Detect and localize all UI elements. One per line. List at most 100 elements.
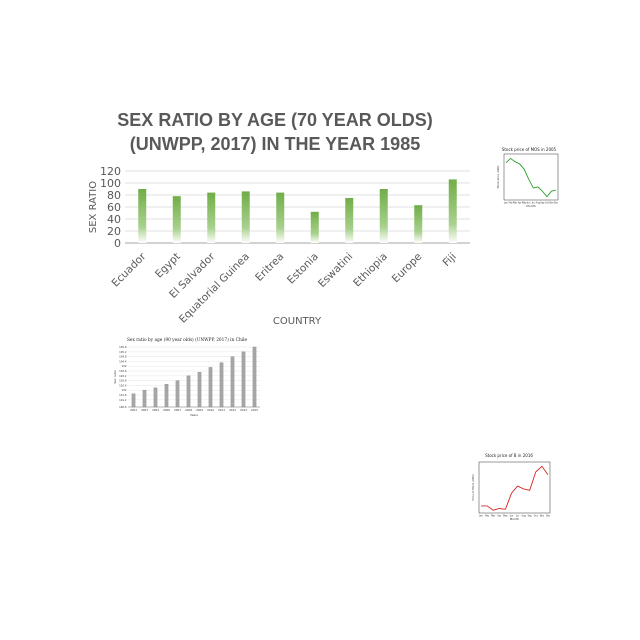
x-tick-label: May bbox=[503, 515, 508, 518]
y-tick-label: 80 bbox=[107, 189, 121, 202]
bar-2011 bbox=[219, 362, 224, 408]
x-tick-label: 2011 bbox=[218, 408, 225, 412]
y-tick-label: 120 bbox=[100, 165, 121, 178]
bar-ethiopia bbox=[379, 189, 388, 243]
main-chart-title-line-2: (UNWPP, 2017) IN THE YEAR 1985 bbox=[129, 134, 421, 154]
x-tick-label: Oct bbox=[545, 202, 549, 205]
x-tick-label: Jul bbox=[515, 515, 519, 518]
y-tick-label: 102.4 bbox=[119, 383, 127, 387]
x-tick-label: Eswatini bbox=[316, 251, 355, 290]
x-tick-label: Dec bbox=[546, 515, 551, 518]
plot-frame bbox=[478, 461, 551, 514]
series-line bbox=[481, 465, 549, 511]
main-chart-title-line-1: SEX RATIO BY AGE (70 YEAR OLDS) bbox=[117, 110, 433, 130]
bar-2008 bbox=[186, 375, 191, 408]
x-tick-label: Sep bbox=[528, 515, 533, 518]
chile-chart-title: Sex ratio by age (90 year olds) (UNWPP, … bbox=[126, 338, 248, 343]
x-axis-label: Month bbox=[526, 204, 536, 208]
y-tick-label: 104.8 bbox=[119, 355, 127, 359]
bar-2007 bbox=[175, 380, 180, 408]
x-tick-label: 2009 bbox=[196, 408, 203, 412]
x-tick-label: 2010 bbox=[207, 408, 214, 412]
x-tick-label: 2008 bbox=[185, 408, 192, 412]
y-tick-label: 105.6 bbox=[119, 345, 127, 349]
x-tick-label: Mar bbox=[491, 515, 495, 518]
y-tick-label: 104 bbox=[122, 364, 127, 368]
y-tick-label: 101.2 bbox=[119, 398, 127, 402]
plot-frame bbox=[503, 153, 559, 201]
x-tick-label: 2004 bbox=[152, 408, 159, 412]
y-tick-label: 100 bbox=[100, 177, 121, 190]
x-axis-label: COUNTRY bbox=[273, 316, 322, 327]
b-stock-line-chart: Jan Feb Mar Apr May Jun Jul Aug Sep Oct Nov Dec Mont… bbox=[471, 461, 551, 521]
bar-2009 bbox=[197, 372, 202, 408]
y-tick-label: 40 bbox=[107, 213, 121, 226]
bar-2010 bbox=[208, 367, 213, 408]
x-tick-label: Sep bbox=[540, 202, 545, 205]
bar-2013 bbox=[241, 351, 246, 408]
series-line bbox=[505, 157, 557, 198]
y-tick-label: 101.6 bbox=[119, 393, 127, 397]
bar-equatorial-guinea bbox=[241, 191, 250, 243]
y-tick-label: 103.6 bbox=[119, 369, 127, 373]
bar-eritrea bbox=[276, 192, 285, 243]
x-tick-label: 2003 bbox=[141, 408, 148, 412]
x-tick-label: Eritrea bbox=[253, 251, 286, 284]
x-tick-label: Jan bbox=[478, 515, 483, 518]
x-tick-label: Oct bbox=[534, 515, 538, 518]
y-tick-label: 60 bbox=[107, 201, 121, 214]
y-tick-label: 102 bbox=[122, 388, 127, 392]
x-tick-label: 2012 bbox=[229, 408, 236, 412]
y-tick-label: 105.2 bbox=[119, 350, 127, 354]
y-tick-label: 104.4 bbox=[119, 359, 127, 363]
bar-ecuador bbox=[138, 189, 147, 243]
x-tick-label: Feb bbox=[485, 515, 489, 518]
x-tick-label: Egypt bbox=[153, 251, 183, 281]
x-axis-label: Month bbox=[510, 517, 520, 521]
x-tick-label: 2013 bbox=[240, 408, 247, 412]
bar-eswatini bbox=[345, 198, 354, 243]
x-tick-label: Fiji bbox=[440, 251, 458, 269]
x-tick-label: Jan bbox=[503, 202, 508, 205]
y-axis-label: SEX RATIO bbox=[88, 181, 99, 233]
x-tick-label: Aug bbox=[521, 515, 526, 518]
x-tick-label: Jul bbox=[531, 202, 535, 205]
bar-egypt bbox=[172, 196, 181, 243]
x-tick-label: 2007 bbox=[174, 408, 181, 412]
main-chart-title: SEX RATIO BY AGE (70 YEAR OLDS) (UNWPP, … bbox=[60, 108, 490, 156]
bar-europe bbox=[414, 205, 423, 243]
y-tick-label: 0 bbox=[114, 237, 121, 250]
x-tick-label: Ecuador bbox=[110, 250, 149, 289]
bar-2015 bbox=[252, 346, 257, 408]
x-tick-label: 2006 bbox=[163, 408, 170, 412]
b-stock-chart-title: Stock price of B in 2016 bbox=[485, 453, 533, 458]
bar-2003 bbox=[142, 390, 147, 408]
x-tick-label: Nov bbox=[540, 515, 545, 518]
mos-chart-title: Stock price of MOS in 2005 bbox=[501, 147, 557, 152]
x-tick-label: Aug bbox=[536, 202, 541, 205]
x-tick-label: 2015 bbox=[251, 408, 258, 412]
x-tick-label: Apr bbox=[518, 202, 522, 205]
x-tick-label: Apr bbox=[497, 515, 501, 518]
chile-sex-ratio-bar-chart: 100.6101.2101.6102102.4102.8103.2103.610… bbox=[113, 345, 260, 417]
y-axis-label: Stock price (USD) bbox=[496, 166, 500, 189]
bar-2012 bbox=[230, 356, 235, 408]
y-tick-label: 102.8 bbox=[119, 379, 127, 383]
y-axis-label: Price of Stock (USD) bbox=[471, 474, 475, 500]
bar-estonia bbox=[310, 211, 319, 243]
x-tick-label: Nov bbox=[549, 202, 554, 205]
bar-fiji bbox=[448, 179, 457, 243]
x-tick-label: Jun bbox=[526, 202, 531, 205]
bar-2006 bbox=[164, 384, 169, 408]
y-axis-label: Sex ratio bbox=[113, 370, 117, 384]
x-tick-label: 2001 bbox=[130, 408, 137, 412]
mos-stock-line-chart: Jan Feb Mar Apr May Jun Jul Aug Sep Oct Nov Dec Mont… bbox=[496, 153, 559, 208]
x-tick-label: Mar bbox=[513, 202, 517, 205]
y-tick-label: 103.2 bbox=[119, 374, 127, 378]
x-tick-label: Feb bbox=[509, 202, 513, 205]
bar-2004 bbox=[153, 387, 158, 408]
bar-el-salvador bbox=[207, 192, 216, 243]
x-tick-label: Jun bbox=[509, 515, 514, 518]
x-axis-label: Years bbox=[190, 413, 198, 417]
x-tick-label: Ethiopia bbox=[351, 251, 390, 290]
